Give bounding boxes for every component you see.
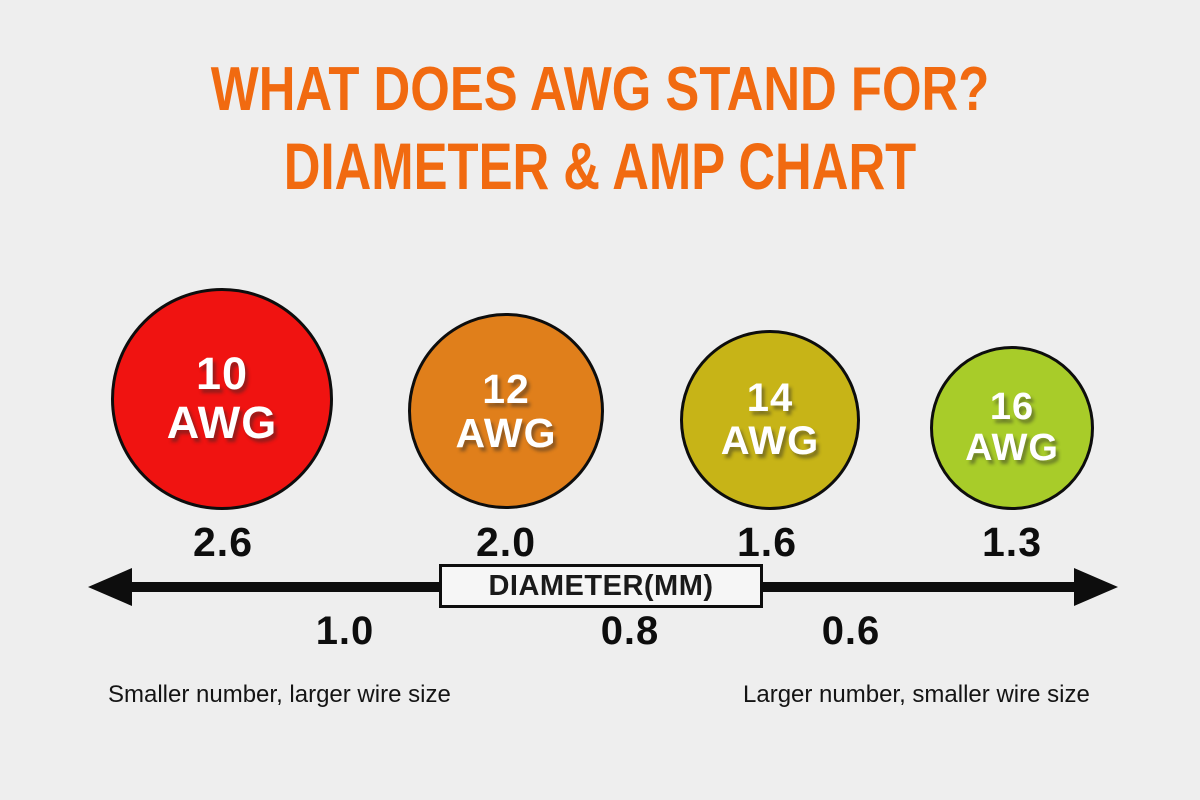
- axis-label: DIAMETER(MM): [488, 569, 714, 602]
- awg-circle-10: 10 AWG: [111, 288, 333, 510]
- note-larger-number: Larger number, smaller wire size: [743, 681, 1090, 708]
- arrowhead-left-icon: [88, 568, 132, 606]
- diameter-value-16awg: 1.3: [982, 519, 1042, 565]
- gauge-number: 14: [746, 375, 794, 420]
- axis-tick: 1.0: [315, 609, 375, 653]
- note-smaller-number: Smaller number, larger wire size: [108, 681, 451, 708]
- page-title: WHAT DOES AWG STAND FOR? DIAMETER & AMP …: [0, 52, 1200, 204]
- gauge-number: 16: [989, 385, 1035, 428]
- title-line-2: DIAMETER & AMP CHART: [283, 129, 917, 203]
- axis-label-box: DIAMETER(MM): [439, 564, 763, 608]
- gauge-unit: AWG: [720, 419, 820, 463]
- gauge-unit: AWG: [455, 410, 557, 456]
- gauge-number: 12: [482, 365, 530, 412]
- awg-circle-14: 14 AWG: [680, 330, 860, 510]
- gauge-unit: AWG: [965, 427, 1059, 469]
- awg-circle-12: 12 AWG: [408, 313, 604, 509]
- axis-tick: 0.8: [600, 609, 660, 653]
- arrowhead-right-icon: [1074, 568, 1118, 606]
- diameter-value-12awg: 2.0: [476, 519, 536, 565]
- title-line-1: WHAT DOES AWG STAND FOR?: [210, 55, 990, 124]
- gauge-unit: AWG: [166, 397, 278, 448]
- awg-circle-16: 16 AWG: [930, 346, 1094, 510]
- diameter-value-10awg: 2.6: [193, 519, 253, 565]
- axis-tick: 0.6: [821, 609, 881, 653]
- diameter-value-14awg: 1.6: [737, 519, 797, 565]
- gauge-number: 10: [195, 348, 249, 400]
